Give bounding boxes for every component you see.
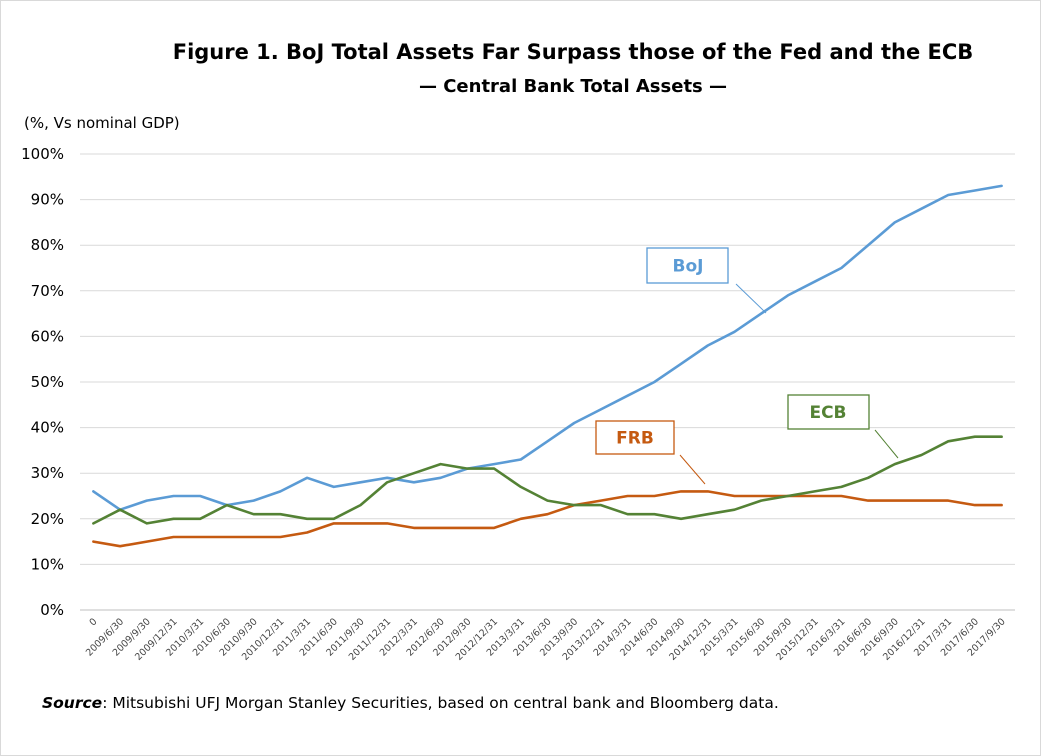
series-line-ecb: [92, 435, 1003, 525]
y-tick-label: 70%: [31, 282, 64, 300]
callout-label: ECB: [809, 403, 846, 423]
x-axis-ticks: 02009/6/302009/9/302009/12/312010/3/3120…: [84, 616, 1008, 663]
callout-leader-line: [679, 454, 706, 485]
y-tick-label: 80%: [31, 236, 64, 254]
source-note: Source: Mitsubishi UFJ Morgan Stanley Se…: [42, 694, 779, 712]
chart-title: Figure 1. BoJ Total Assets Far Surpass t…: [172, 40, 974, 64]
y-tick-label: 50%: [31, 373, 64, 391]
y-tick-label: 30%: [31, 464, 64, 482]
y-tick-label: 40%: [31, 419, 64, 437]
series-lines: [92, 184, 1003, 548]
y-axis-ticks: 0% 10% 20% 30% 40% 50% 60% 70% 80% 90% 100%: [21, 145, 64, 619]
callout-boj: BoJ: [646, 247, 767, 314]
callout-label: FRB: [616, 429, 654, 449]
source-label: Source: [42, 694, 103, 712]
y-tick-label: 90%: [31, 191, 64, 209]
series-line-boj: [92, 184, 1003, 512]
callout-frb: FRB: [595, 420, 706, 485]
gridlines: [80, 153, 1015, 611]
callout-box: [646, 247, 729, 284]
callout-label: BoJ: [673, 257, 704, 277]
y-tick-label: 60%: [31, 327, 64, 345]
callout-leader-line: [874, 429, 899, 459]
source-text: : Mitsubishi UFJ Morgan Stanley Securiti…: [102, 694, 779, 712]
y-tick-label: 100%: [21, 145, 64, 163]
callout-leader-line: [735, 283, 767, 314]
callout-box: [595, 420, 675, 455]
chart-subtitle: — Central Bank Total Assets —: [418, 76, 728, 97]
y-tick-label: 20%: [31, 510, 64, 528]
callout-box: [787, 394, 870, 430]
y-tick-label: 0%: [40, 601, 64, 619]
y-axis-unit-label: (%, Vs nominal GDP): [24, 114, 180, 132]
callout-ecb: ECB: [787, 394, 899, 459]
series-line-frb: [92, 490, 1003, 548]
x-tick-label: 0: [87, 616, 99, 628]
y-tick-label: 10%: [31, 555, 64, 573]
series-callouts: BoJ FRB ECB: [595, 247, 899, 485]
